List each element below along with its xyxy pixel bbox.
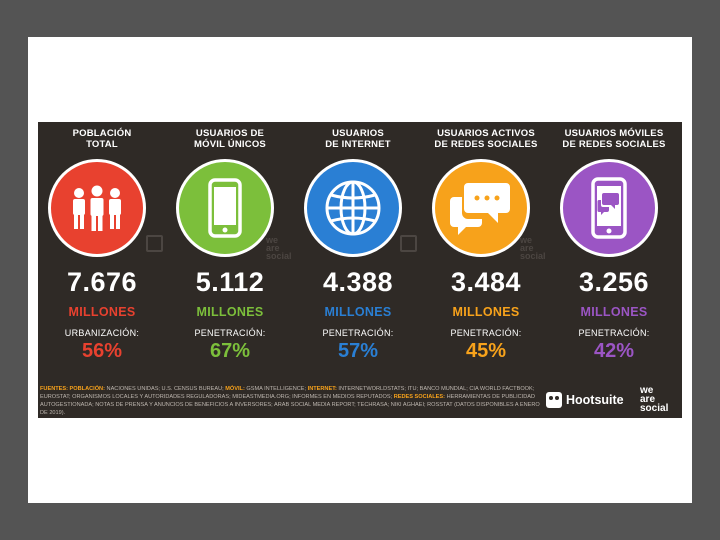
- column-title: POBLACIÓN TOTAL: [72, 128, 132, 150]
- column-title: USUARIOS ACTIVOS DE REDES SOCIALES: [434, 128, 538, 150]
- chat-bubbles-icon: [450, 183, 510, 235]
- moviles-redes-circle: [560, 159, 658, 257]
- stat-percent: 57%: [337, 340, 379, 362]
- owl-icon: [546, 392, 562, 408]
- stat-percent: 45%: [465, 340, 507, 362]
- stat-sublabel: URBANIZACIÓN:: [64, 328, 140, 338]
- mobile-phone-icon: [208, 178, 242, 238]
- stat-percent: 42%: [593, 340, 635, 362]
- stat-column-movil: USUARIOS DE MÓVIL ÚNICOS 5.112 MILLONES …: [166, 122, 294, 362]
- column-title: USUARIOS DE INTERNET: [325, 128, 391, 150]
- stat-column-poblacion: POBLACIÓN TOTAL 7.676 MILLONES URBANIZAC…: [38, 122, 166, 362]
- stat-percent: 56%: [81, 340, 123, 362]
- owl-watermark-icon: [400, 235, 417, 252]
- poblacion-circle: [48, 159, 146, 257]
- stat-unit: MILLONES: [196, 305, 264, 319]
- stat-column-redes: USUARIOS ACTIVOS DE REDES SOCIALES 3.484…: [422, 122, 550, 362]
- mobile-chat-icon: [591, 177, 627, 239]
- hootsuite-logo: Hootsuite: [546, 388, 624, 412]
- owl-watermark-icon: [146, 235, 163, 252]
- stat-value: 4.388: [322, 267, 394, 297]
- stat-sublabel: PENETRACIÓN:: [450, 328, 522, 338]
- stat-percent: 67%: [209, 340, 251, 362]
- column-title: USUARIOS MÓVILES DE REDES SOCIALES: [562, 128, 666, 150]
- stat-value: 7.676: [66, 267, 138, 297]
- internet-circle: [304, 159, 402, 257]
- stat-column-moviles-redes: USUARIOS MÓVILES DE REDES SOCIALES 3.256…: [550, 122, 678, 362]
- wearesocial-logo: we are social: [640, 385, 669, 414]
- globe-icon: [325, 180, 381, 236]
- infographic-panel: POBLACIÓN TOTAL 7.676 MILLONES URBANIZAC…: [38, 122, 682, 418]
- stat-unit: MILLONES: [580, 305, 648, 319]
- movil-circle: [176, 159, 274, 257]
- sources-footnote: FUENTES: POBLACIÓN: NACIONES UNIDAS; U.S…: [40, 386, 540, 416]
- stat-value: 3.484: [450, 267, 522, 297]
- stat-value: 3.256: [578, 267, 650, 297]
- stat-sublabel: PENETRACIÓN:: [322, 328, 394, 338]
- redes-circle: [432, 159, 530, 257]
- stat-column-internet: USUARIOS DE INTERNET 4.388 MILLONES PENE…: [294, 122, 422, 362]
- people-icon: [73, 185, 121, 231]
- stat-value: 5.112: [195, 267, 265, 297]
- column-title: USUARIOS DE MÓVIL ÚNICOS: [194, 128, 266, 150]
- wearesocial-watermark: we are social: [266, 235, 292, 261]
- stat-unit: MILLONES: [324, 305, 392, 319]
- stat-unit: MILLONES: [452, 305, 520, 319]
- stat-sublabel: PENETRACIÓN:: [194, 328, 266, 338]
- wearesocial-watermark: we are social: [520, 235, 546, 261]
- stat-sublabel: PENETRACIÓN:: [578, 328, 650, 338]
- stat-unit: MILLONES: [68, 305, 136, 319]
